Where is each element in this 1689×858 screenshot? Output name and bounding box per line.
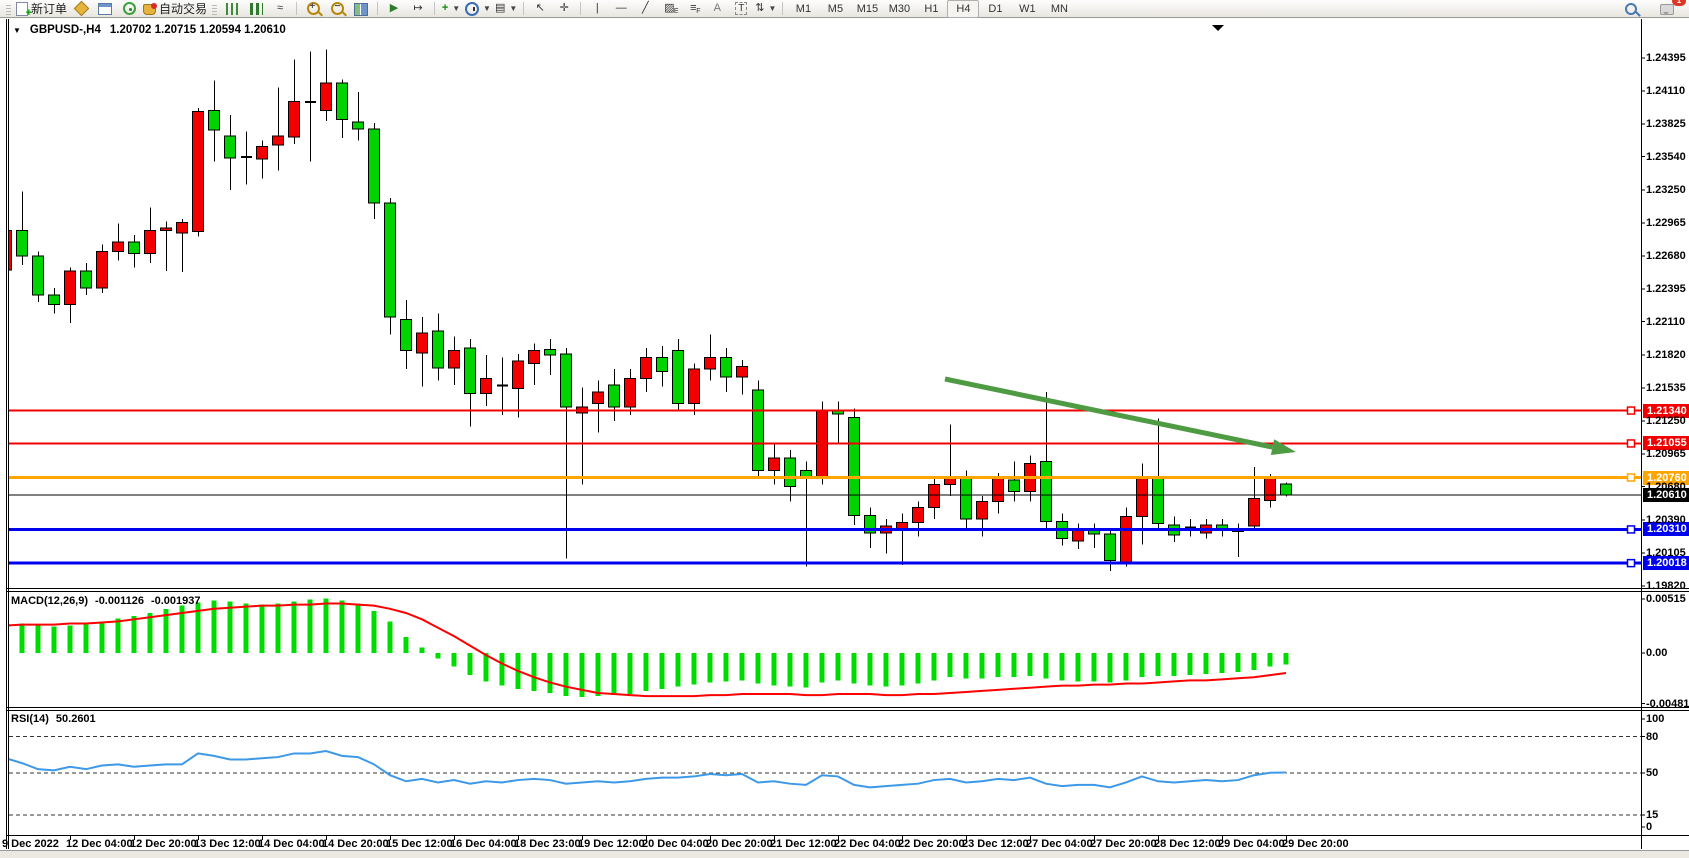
- candlestick-chart-button[interactable]: [244, 1, 268, 17]
- horizontal-line-button[interactable]: —: [609, 1, 633, 17]
- timeframe-button-M5[interactable]: M5: [827, 2, 844, 15]
- horizontal-line-icon: —: [615, 2, 627, 14]
- signals-button[interactable]: [117, 1, 141, 17]
- timeframe-button-M1[interactable]: M1: [795, 2, 812, 15]
- window-bottom-edge: [0, 850, 1689, 858]
- tile-windows-button[interactable]: [349, 1, 373, 17]
- rsi-line: [9, 749, 1287, 789]
- data-window-button[interactable]: [93, 1, 117, 17]
- rsi-name: RSI(14): [11, 713, 49, 725]
- cursor-icon: ↖: [535, 2, 545, 14]
- add-indicator-icon: +: [441, 2, 449, 14]
- text-icon: A: [713, 2, 721, 14]
- equidistant-channel-icon: ▨: [664, 2, 679, 18]
- template-dropdown[interactable]: ▤ ▼: [494, 2, 518, 14]
- timeframe-button-D1[interactable]: D1: [988, 2, 1003, 15]
- symbol-period: GBPUSD-,H4: [29, 24, 101, 36]
- line-chart-icon: ≈: [277, 2, 284, 14]
- autotrading-label: 自动交易: [159, 2, 208, 16]
- macd-name: MACD(12,26,9): [11, 595, 89, 607]
- trendline-icon: ╱: [641, 2, 649, 14]
- search-button[interactable]: [1619, 1, 1643, 17]
- data-window-icon: [98, 3, 113, 15]
- vertical-line-button[interactable]: |: [585, 1, 609, 17]
- new-order-label: 新订单: [31, 2, 68, 16]
- bar-chart-button[interactable]: [220, 1, 244, 17]
- toolbar: 新订单 自动交易 ≈ ▶ ↦ +▼ ▼ ▤▼ ↖ ✛ | — ╱ ▨ ≡ A T: [0, 0, 1689, 19]
- cursor-button[interactable]: ↖: [528, 1, 552, 17]
- fibonacci-icon: ≡: [690, 2, 701, 18]
- chart-window[interactable]: 1.21340 1.21055 1.20760 1.20610 1.20310 1.200…: [0, 18, 1689, 858]
- line-chart-button[interactable]: ≈: [268, 1, 292, 17]
- macd-indicator-label: MACD(12,26,9) -0.001126 -0.001937: [11, 595, 201, 607]
- timeframe-button-H1[interactable]: H1: [924, 2, 939, 15]
- macd-signal-line: [9, 602, 1287, 698]
- text-label-icon: T: [735, 2, 748, 15]
- text-button[interactable]: A: [705, 1, 729, 17]
- auto-scroll-icon: ▶: [389, 2, 399, 14]
- chart-shift-marker[interactable]: [1212, 25, 1224, 31]
- autotrading-button[interactable]: 自动交易: [141, 1, 209, 17]
- text-label-button[interactable]: T: [729, 1, 753, 17]
- zoom-out-icon: [330, 1, 344, 15]
- zoom-out-button[interactable]: [325, 1, 349, 17]
- period-dropdown[interactable]: ▼: [463, 1, 493, 17]
- zoom-in-button[interactable]: [301, 1, 325, 17]
- chart-shift-icon: ↦: [413, 2, 423, 14]
- timeframe-button-W1[interactable]: W1: [1019, 2, 1036, 15]
- chart-shift-button[interactable]: ↦: [406, 1, 430, 17]
- template-icon: ▤: [494, 2, 506, 14]
- timeframe-button-M30[interactable]: M30: [888, 2, 911, 15]
- timeframe-button-M15[interactable]: M15: [856, 2, 879, 15]
- notification-badge: 1: [1672, 0, 1686, 6]
- fibonacci-button[interactable]: ≡: [681, 1, 705, 18]
- bar-chart-icon: [225, 3, 239, 15]
- trend-arrow[interactable]: [944, 376, 1296, 455]
- candles: [9, 49, 1292, 571]
- chart-dropdown-icon[interactable]: ▼: [13, 25, 21, 35]
- tile-windows-icon: [354, 2, 369, 16]
- autotrading-icon: [143, 3, 158, 15]
- trendline-button[interactable]: ╱: [633, 1, 657, 17]
- ohlc-values: 1.20702 1.20715 1.20594 1.20610: [109, 24, 286, 36]
- rsi-indicator-label: RSI(14) 50.2601: [11, 713, 96, 725]
- timeframe-toolbar: M1 M5 M15 M30 H1 H4 D1 W1 MN: [787, 0, 1075, 18]
- timeframe-button-H4[interactable]: H4: [947, 0, 980, 18]
- zoom-in-icon: [306, 1, 320, 15]
- auto-scroll-button[interactable]: ▶: [382, 1, 406, 17]
- crosshair-button[interactable]: ✛: [552, 1, 576, 17]
- new-order-button[interactable]: 新订单: [14, 1, 69, 19]
- arrows-dropdown[interactable]: ⇅ ▼: [755, 2, 777, 14]
- toolbar-grip[interactable]: [6, 2, 11, 15]
- search-icon: [1625, 2, 1637, 15]
- macd-histogram: [19, 598, 1289, 698]
- macd-value-signal: -0.001937: [150, 595, 201, 607]
- chat-bubble-icon: [1660, 4, 1674, 15]
- toolbar-grip[interactable]: [212, 2, 218, 15]
- vertical-line-icon: |: [595, 2, 599, 14]
- channel-button[interactable]: ▨: [657, 1, 681, 18]
- signals-icon: [122, 2, 136, 15]
- chart-title: ▼ GBPUSD-,H4 1.20702 1.20715 1.20594 1.2…: [13, 24, 286, 36]
- indicators-dropdown[interactable]: + ▼: [441, 2, 461, 14]
- notifications-button[interactable]: 1: [1655, 0, 1686, 17]
- new-order-icon: [16, 1, 32, 19]
- timeframe-button-MN[interactable]: MN: [1050, 2, 1068, 15]
- candlestick-chart-icon: [249, 3, 263, 15]
- arrows-icon: ⇅: [755, 2, 765, 14]
- clock-icon: [465, 1, 480, 16]
- crosshair-icon: ✛: [559, 2, 569, 14]
- rsi-value: 50.2601: [55, 713, 96, 725]
- macd-value-main: -0.001126: [95, 595, 144, 607]
